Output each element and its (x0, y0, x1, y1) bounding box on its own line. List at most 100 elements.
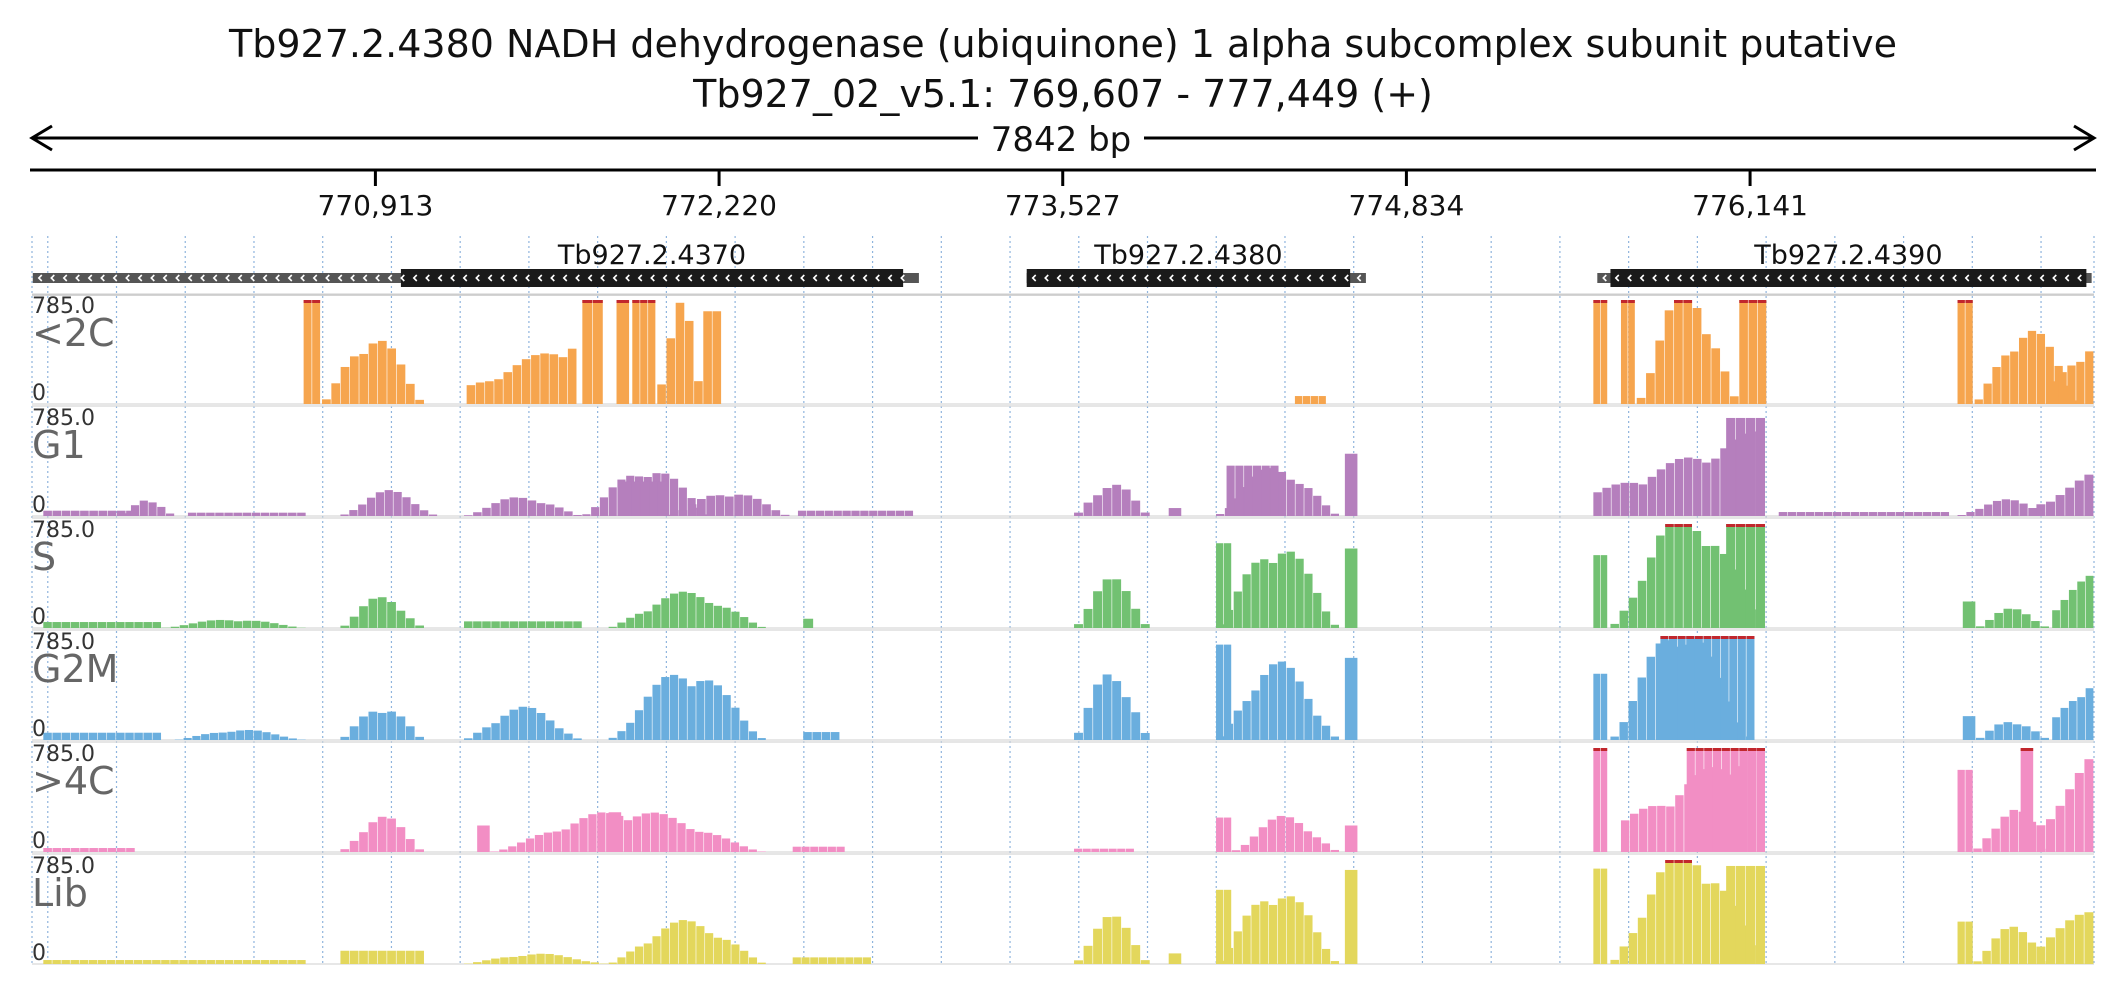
coverage-bar (1344, 453, 1358, 516)
coverage-bar (387, 348, 397, 404)
track-ymax-label: 785.0 (32, 294, 95, 319)
gene-cds (1610, 269, 2087, 287)
coverage-bar (126, 848, 135, 852)
coverage-bar (634, 710, 644, 740)
coverage-bar (1091, 848, 1100, 852)
coverage-bar (666, 338, 676, 404)
clip-marker (1695, 748, 1704, 751)
coverage-bar (652, 684, 661, 740)
coverage-bar (1985, 619, 1994, 628)
coverage-bar (1260, 559, 1269, 628)
coverage-bar (43, 848, 52, 852)
coverage-bar (715, 495, 725, 516)
coverage-bar (1082, 848, 1091, 852)
coverage-bar (139, 500, 148, 516)
coverage-bar (224, 512, 233, 516)
clip-marker (1729, 636, 1738, 639)
coverage-bar (2046, 937, 2056, 964)
coverage-bar (122, 513, 131, 516)
coverage-bar (1242, 701, 1251, 740)
coverage-bar (411, 504, 420, 516)
coverage-bar (525, 838, 535, 852)
coverage-bar (97, 622, 107, 628)
coverage-bar (836, 846, 845, 852)
coverage-bar (1593, 673, 1600, 740)
chevron-left-icon (1939, 274, 1945, 282)
coverage-bar (61, 960, 70, 964)
chevron-left-icon (162, 274, 168, 282)
coverage-bar (2009, 809, 2018, 852)
coverage-bar (1330, 961, 1340, 964)
coverage-bar (1664, 310, 1674, 404)
coverage-bar (2084, 912, 2094, 964)
coverage-bar (1931, 512, 1941, 516)
chevron-left-icon (112, 274, 118, 282)
coverage-bar (170, 626, 180, 628)
coverage-bar (659, 814, 668, 852)
coverage-bar (477, 825, 490, 852)
coverage-bar (536, 621, 546, 628)
clip-marker (1683, 860, 1692, 863)
chevron-left-icon (1231, 274, 1237, 282)
coverage-bar (792, 957, 801, 964)
coverage-bar (527, 954, 536, 964)
coverage-bar (197, 621, 207, 628)
coverage-bar (1251, 904, 1260, 964)
coverage-bar (340, 514, 349, 516)
chevron-left-icon (587, 274, 593, 282)
coverage-bar (251, 960, 261, 964)
chevron-left-icon (1827, 274, 1832, 282)
coverage-bar (377, 340, 387, 404)
coverage-bar (70, 732, 80, 740)
coverage-bar (1277, 553, 1287, 628)
track-name: S (32, 535, 56, 579)
chevron-left-icon (1106, 274, 1112, 282)
coverage-bar (396, 364, 406, 404)
chevron-left-icon (550, 274, 555, 282)
coverage-bar (215, 512, 224, 516)
coverage-bar (1683, 524, 1692, 628)
chevron-left-icon (1902, 274, 1907, 282)
coverage-bar (518, 706, 528, 740)
track-name: Lib (32, 871, 88, 915)
chevron-left-icon (287, 274, 293, 282)
coverage-bar (684, 320, 694, 404)
coverage-bar (1620, 820, 1630, 852)
coverage-bar (590, 962, 599, 964)
axis-tick-label: 770,913 (318, 189, 434, 222)
coverage-bar (1695, 748, 1704, 852)
coverage-bar (1312, 837, 1322, 852)
coverage-bar (206, 960, 215, 964)
coverage-bar (2068, 701, 2077, 740)
coverage-bar (608, 962, 617, 964)
coverage-bar (1982, 950, 1991, 964)
coverage-bar (827, 957, 836, 964)
coverage-bar (1074, 624, 1083, 628)
coverage-bar (89, 848, 98, 852)
coverage-bar (748, 957, 758, 964)
coverage-bar (1277, 471, 1287, 516)
coverage-bar (1600, 748, 1608, 852)
coverage-bar (209, 732, 219, 740)
coverage-bar (1102, 917, 1112, 964)
coverage-bar (1712, 636, 1721, 740)
track-ymax-label: 785.0 (32, 854, 95, 879)
coverage-bar (1233, 710, 1242, 740)
coverage-bar (608, 737, 617, 740)
coverage-bar (260, 512, 270, 516)
coverage-bar (1628, 597, 1638, 628)
track-name: G2M (32, 647, 118, 691)
coverage-bar (1701, 546, 1711, 628)
coverage-bar (253, 730, 262, 740)
coverage-bar (632, 816, 642, 852)
coverage-bar (377, 950, 387, 964)
coverage-bar (567, 348, 577, 404)
chevron-left-icon (262, 274, 268, 282)
coverage-bar (1962, 716, 1976, 740)
chevron-left-icon (637, 274, 643, 282)
coverage-bar (80, 510, 89, 516)
coverage-bar (1093, 684, 1103, 740)
coverage-bar (626, 951, 635, 964)
